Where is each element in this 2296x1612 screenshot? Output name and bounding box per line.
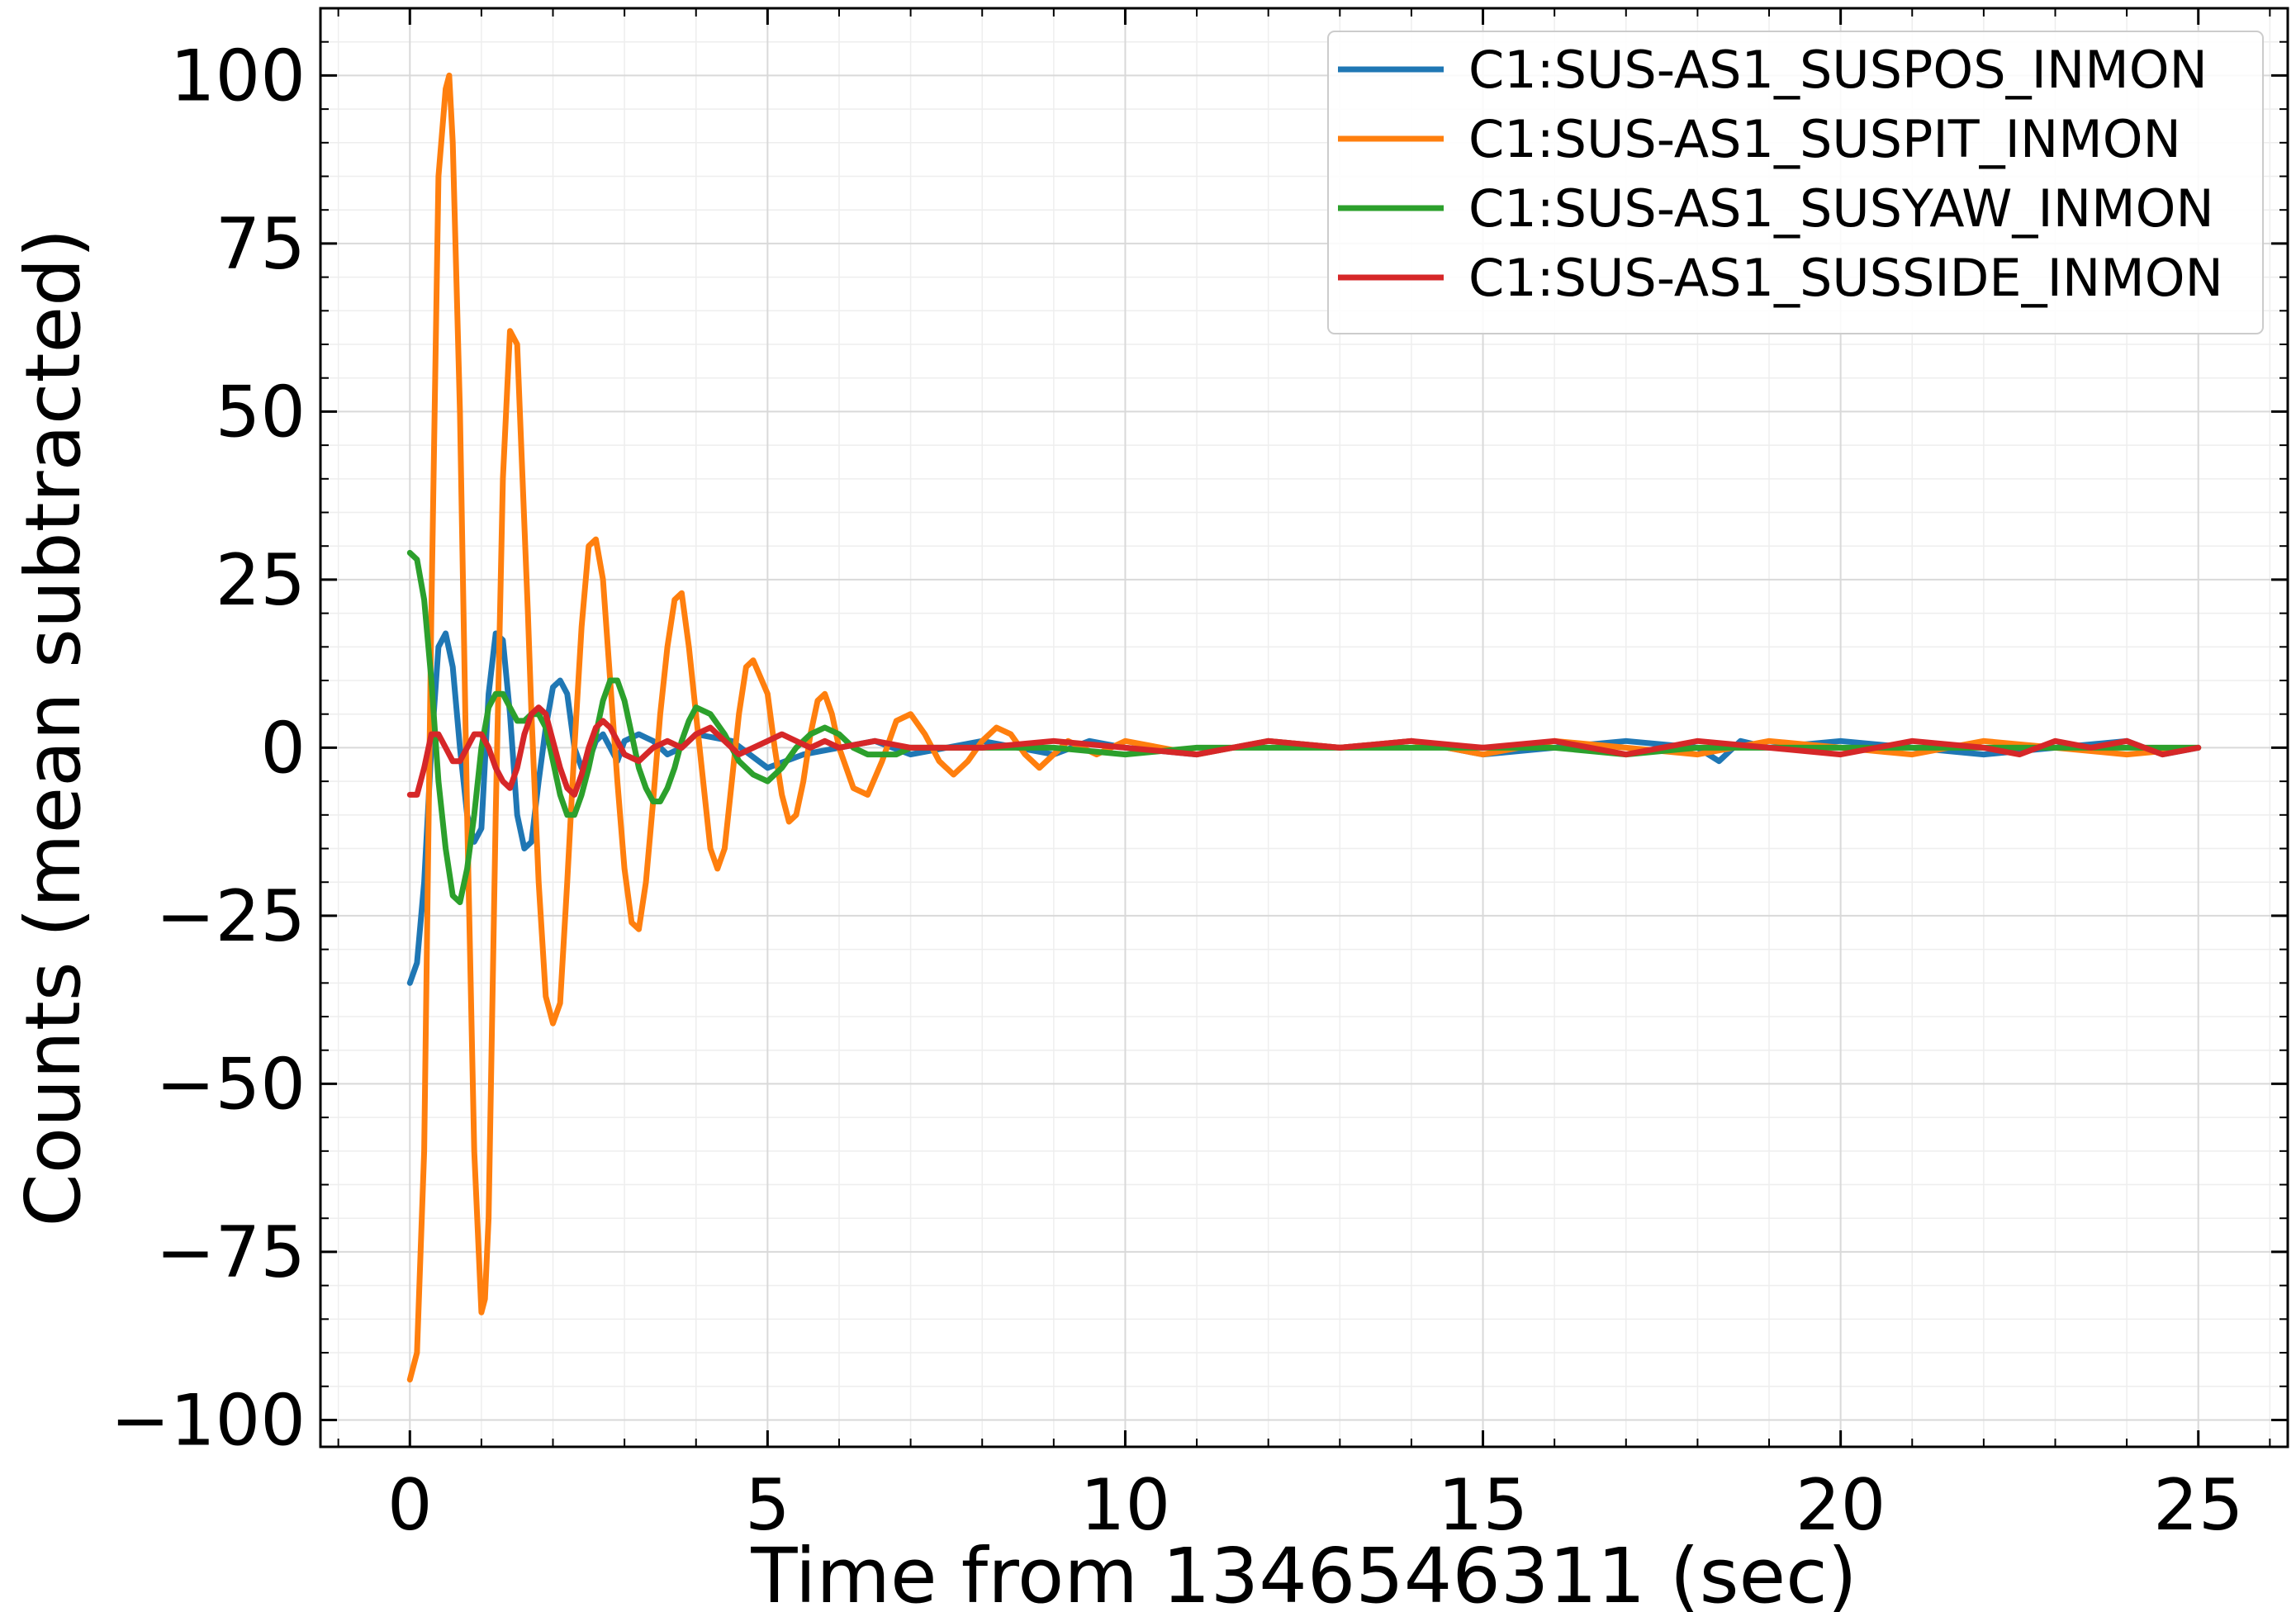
- x-axis-label: Time from 1346546311 (sec): [750, 1532, 1857, 1612]
- y-tick-label: 0: [260, 707, 306, 789]
- series-group: [406, 72, 2202, 1383]
- y-tick-label: 100: [170, 35, 306, 117]
- legend-entry: C1:SUS-AS1_SUSYAW_INMON: [1468, 178, 2214, 239]
- y-tick-label: 75: [216, 203, 306, 286]
- y-tick-label: 50: [216, 371, 306, 453]
- y-tick-label: −75: [156, 1211, 306, 1294]
- y-tick-label: 25: [216, 539, 306, 622]
- y-tick-label: −25: [156, 875, 306, 958]
- legend-entry: C1:SUS-AS1_SUSPIT_INMON: [1468, 109, 2181, 169]
- x-tick-label: 5: [745, 1464, 790, 1547]
- legend-entry: C1:SUS-AS1_SUSPOS_INMON: [1468, 40, 2208, 100]
- legend-entry: C1:SUS-AS1_SUSSIDE_INMON: [1468, 248, 2223, 308]
- x-tick-label: 10: [1080, 1464, 1170, 1547]
- y-tick-label: −50: [156, 1043, 306, 1126]
- series-line-c1-sus-as1-susyaw-inmon: [406, 549, 2202, 906]
- series-line-c1-sus-as1-suspos-inmon: [406, 630, 2202, 986]
- series-line-c1-sus-as1-susside-inmon: [406, 704, 2202, 798]
- y-axis-label: Counts (mean subtracted): [9, 229, 97, 1227]
- x-tick-label: 25: [2153, 1464, 2243, 1547]
- legend-frame: [1327, 31, 2264, 334]
- x-tick-label: 15: [1438, 1464, 1528, 1547]
- x-tick-label: 0: [387, 1464, 433, 1547]
- y-tick-label: −100: [111, 1379, 306, 1462]
- x-tick-label: 20: [1796, 1464, 1886, 1547]
- plot-frame: [319, 7, 2289, 1448]
- axis-ticks: [320, 8, 2288, 1447]
- tick-labels: 0 5 10 15 20 25 −100 −75 −50 −25 0 25 50 75 100: [111, 35, 2244, 1547]
- legend: C1:SUS-AS1_SUSPOS_INMON C1:SUS-AS1_SUSPIT…: [1327, 31, 2264, 334]
